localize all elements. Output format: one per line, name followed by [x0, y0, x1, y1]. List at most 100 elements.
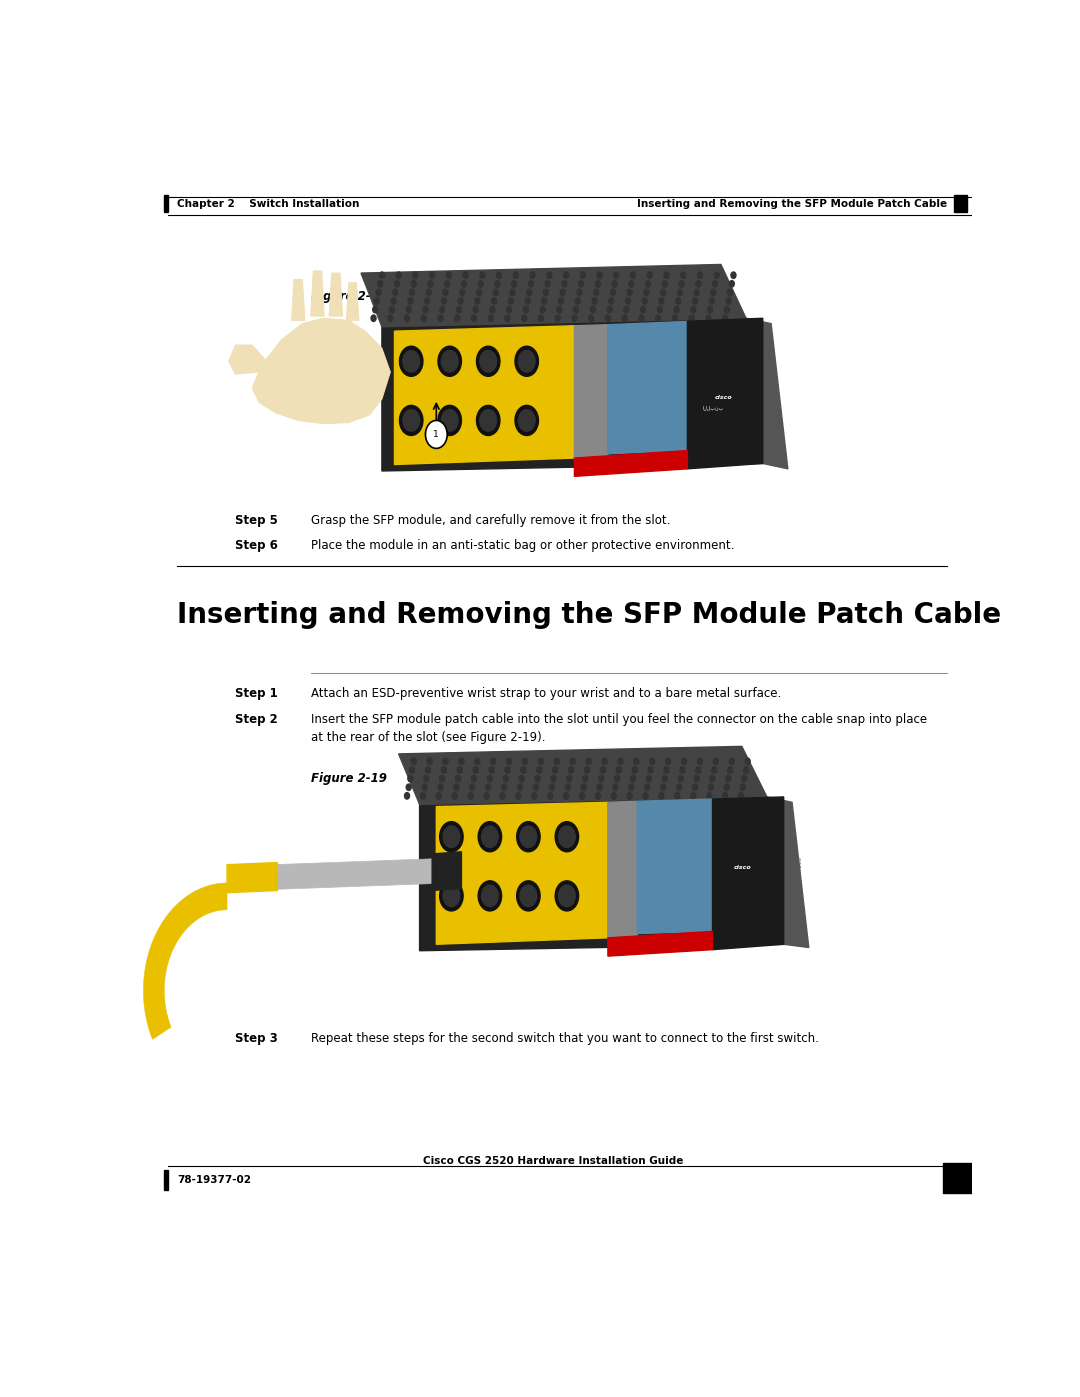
- Circle shape: [427, 759, 432, 764]
- Circle shape: [568, 767, 573, 774]
- Polygon shape: [144, 883, 227, 1039]
- Circle shape: [411, 281, 416, 286]
- Circle shape: [461, 281, 467, 286]
- Polygon shape: [575, 324, 608, 458]
- Circle shape: [518, 351, 535, 372]
- Circle shape: [644, 289, 649, 296]
- Circle shape: [534, 784, 539, 791]
- Circle shape: [497, 272, 501, 278]
- Circle shape: [521, 886, 537, 907]
- Circle shape: [521, 826, 537, 848]
- Circle shape: [406, 306, 411, 313]
- Polygon shape: [329, 272, 342, 316]
- Circle shape: [440, 306, 445, 313]
- Circle shape: [468, 792, 473, 799]
- Circle shape: [728, 289, 732, 296]
- Polygon shape: [292, 279, 305, 320]
- Circle shape: [731, 272, 735, 278]
- Circle shape: [457, 306, 461, 313]
- Polygon shape: [420, 796, 784, 951]
- Polygon shape: [608, 932, 713, 956]
- Circle shape: [662, 775, 667, 782]
- Circle shape: [576, 298, 580, 305]
- Circle shape: [430, 272, 434, 278]
- Circle shape: [400, 405, 423, 436]
- Circle shape: [438, 314, 443, 321]
- Circle shape: [689, 314, 694, 321]
- Circle shape: [473, 767, 478, 774]
- Bar: [164, 1171, 167, 1190]
- Polygon shape: [399, 746, 767, 805]
- Circle shape: [495, 281, 500, 286]
- Polygon shape: [273, 858, 449, 890]
- Circle shape: [591, 306, 595, 313]
- Circle shape: [535, 775, 540, 782]
- Text: Step 1: Step 1: [235, 687, 279, 700]
- Circle shape: [510, 289, 515, 296]
- Circle shape: [438, 784, 443, 791]
- Circle shape: [710, 298, 714, 305]
- Circle shape: [505, 314, 510, 321]
- Text: 78-19377-02: 78-19377-02: [177, 1175, 251, 1185]
- Circle shape: [589, 314, 594, 321]
- Circle shape: [610, 289, 616, 296]
- Circle shape: [661, 289, 665, 296]
- Text: Grasp the SFP module, and carefully remove it from the slot.: Grasp the SFP module, and carefully remo…: [311, 514, 671, 527]
- Circle shape: [373, 306, 378, 313]
- Circle shape: [612, 281, 617, 286]
- Circle shape: [646, 281, 650, 286]
- Text: Inserting an SFP Module Patch Cable: Inserting an SFP Module Patch Cable: [416, 773, 660, 785]
- Circle shape: [678, 775, 684, 782]
- Circle shape: [618, 759, 623, 764]
- Circle shape: [456, 775, 460, 782]
- Circle shape: [558, 886, 576, 907]
- Circle shape: [394, 281, 400, 286]
- Circle shape: [443, 826, 460, 848]
- Polygon shape: [575, 451, 688, 476]
- Circle shape: [694, 775, 699, 782]
- Circle shape: [550, 784, 554, 791]
- Circle shape: [680, 767, 685, 774]
- Circle shape: [710, 775, 715, 782]
- Circle shape: [509, 298, 513, 305]
- Circle shape: [494, 289, 498, 296]
- Circle shape: [512, 281, 516, 286]
- Polygon shape: [227, 862, 278, 893]
- Circle shape: [729, 759, 734, 764]
- Polygon shape: [229, 345, 265, 374]
- Circle shape: [539, 314, 543, 321]
- Circle shape: [539, 759, 543, 764]
- Circle shape: [518, 409, 535, 432]
- Circle shape: [507, 759, 512, 764]
- Text: 1: 1: [433, 430, 440, 439]
- Circle shape: [388, 314, 393, 321]
- Polygon shape: [688, 319, 762, 469]
- Circle shape: [723, 314, 728, 321]
- Circle shape: [475, 759, 480, 764]
- Circle shape: [564, 272, 568, 278]
- Circle shape: [742, 775, 747, 782]
- Circle shape: [542, 298, 546, 305]
- Circle shape: [558, 298, 564, 305]
- Circle shape: [707, 306, 713, 313]
- Circle shape: [739, 792, 743, 799]
- Circle shape: [573, 306, 579, 313]
- Circle shape: [515, 346, 539, 376]
- Text: Cisco CGS 2520 Hardware Installation Guide: Cisco CGS 2520 Hardware Installation Gui…: [423, 1155, 684, 1165]
- Circle shape: [676, 298, 680, 305]
- Circle shape: [413, 272, 418, 278]
- Circle shape: [440, 821, 463, 852]
- Text: 397538: 397538: [769, 383, 774, 404]
- Text: Step 6: Step 6: [235, 539, 279, 552]
- Circle shape: [627, 289, 632, 296]
- Circle shape: [378, 281, 382, 286]
- Circle shape: [405, 314, 409, 321]
- Circle shape: [516, 882, 540, 911]
- Circle shape: [631, 775, 635, 782]
- Circle shape: [446, 272, 451, 278]
- Circle shape: [624, 306, 629, 313]
- Circle shape: [564, 792, 568, 799]
- Circle shape: [453, 792, 457, 799]
- Circle shape: [725, 784, 729, 791]
- Circle shape: [713, 281, 717, 286]
